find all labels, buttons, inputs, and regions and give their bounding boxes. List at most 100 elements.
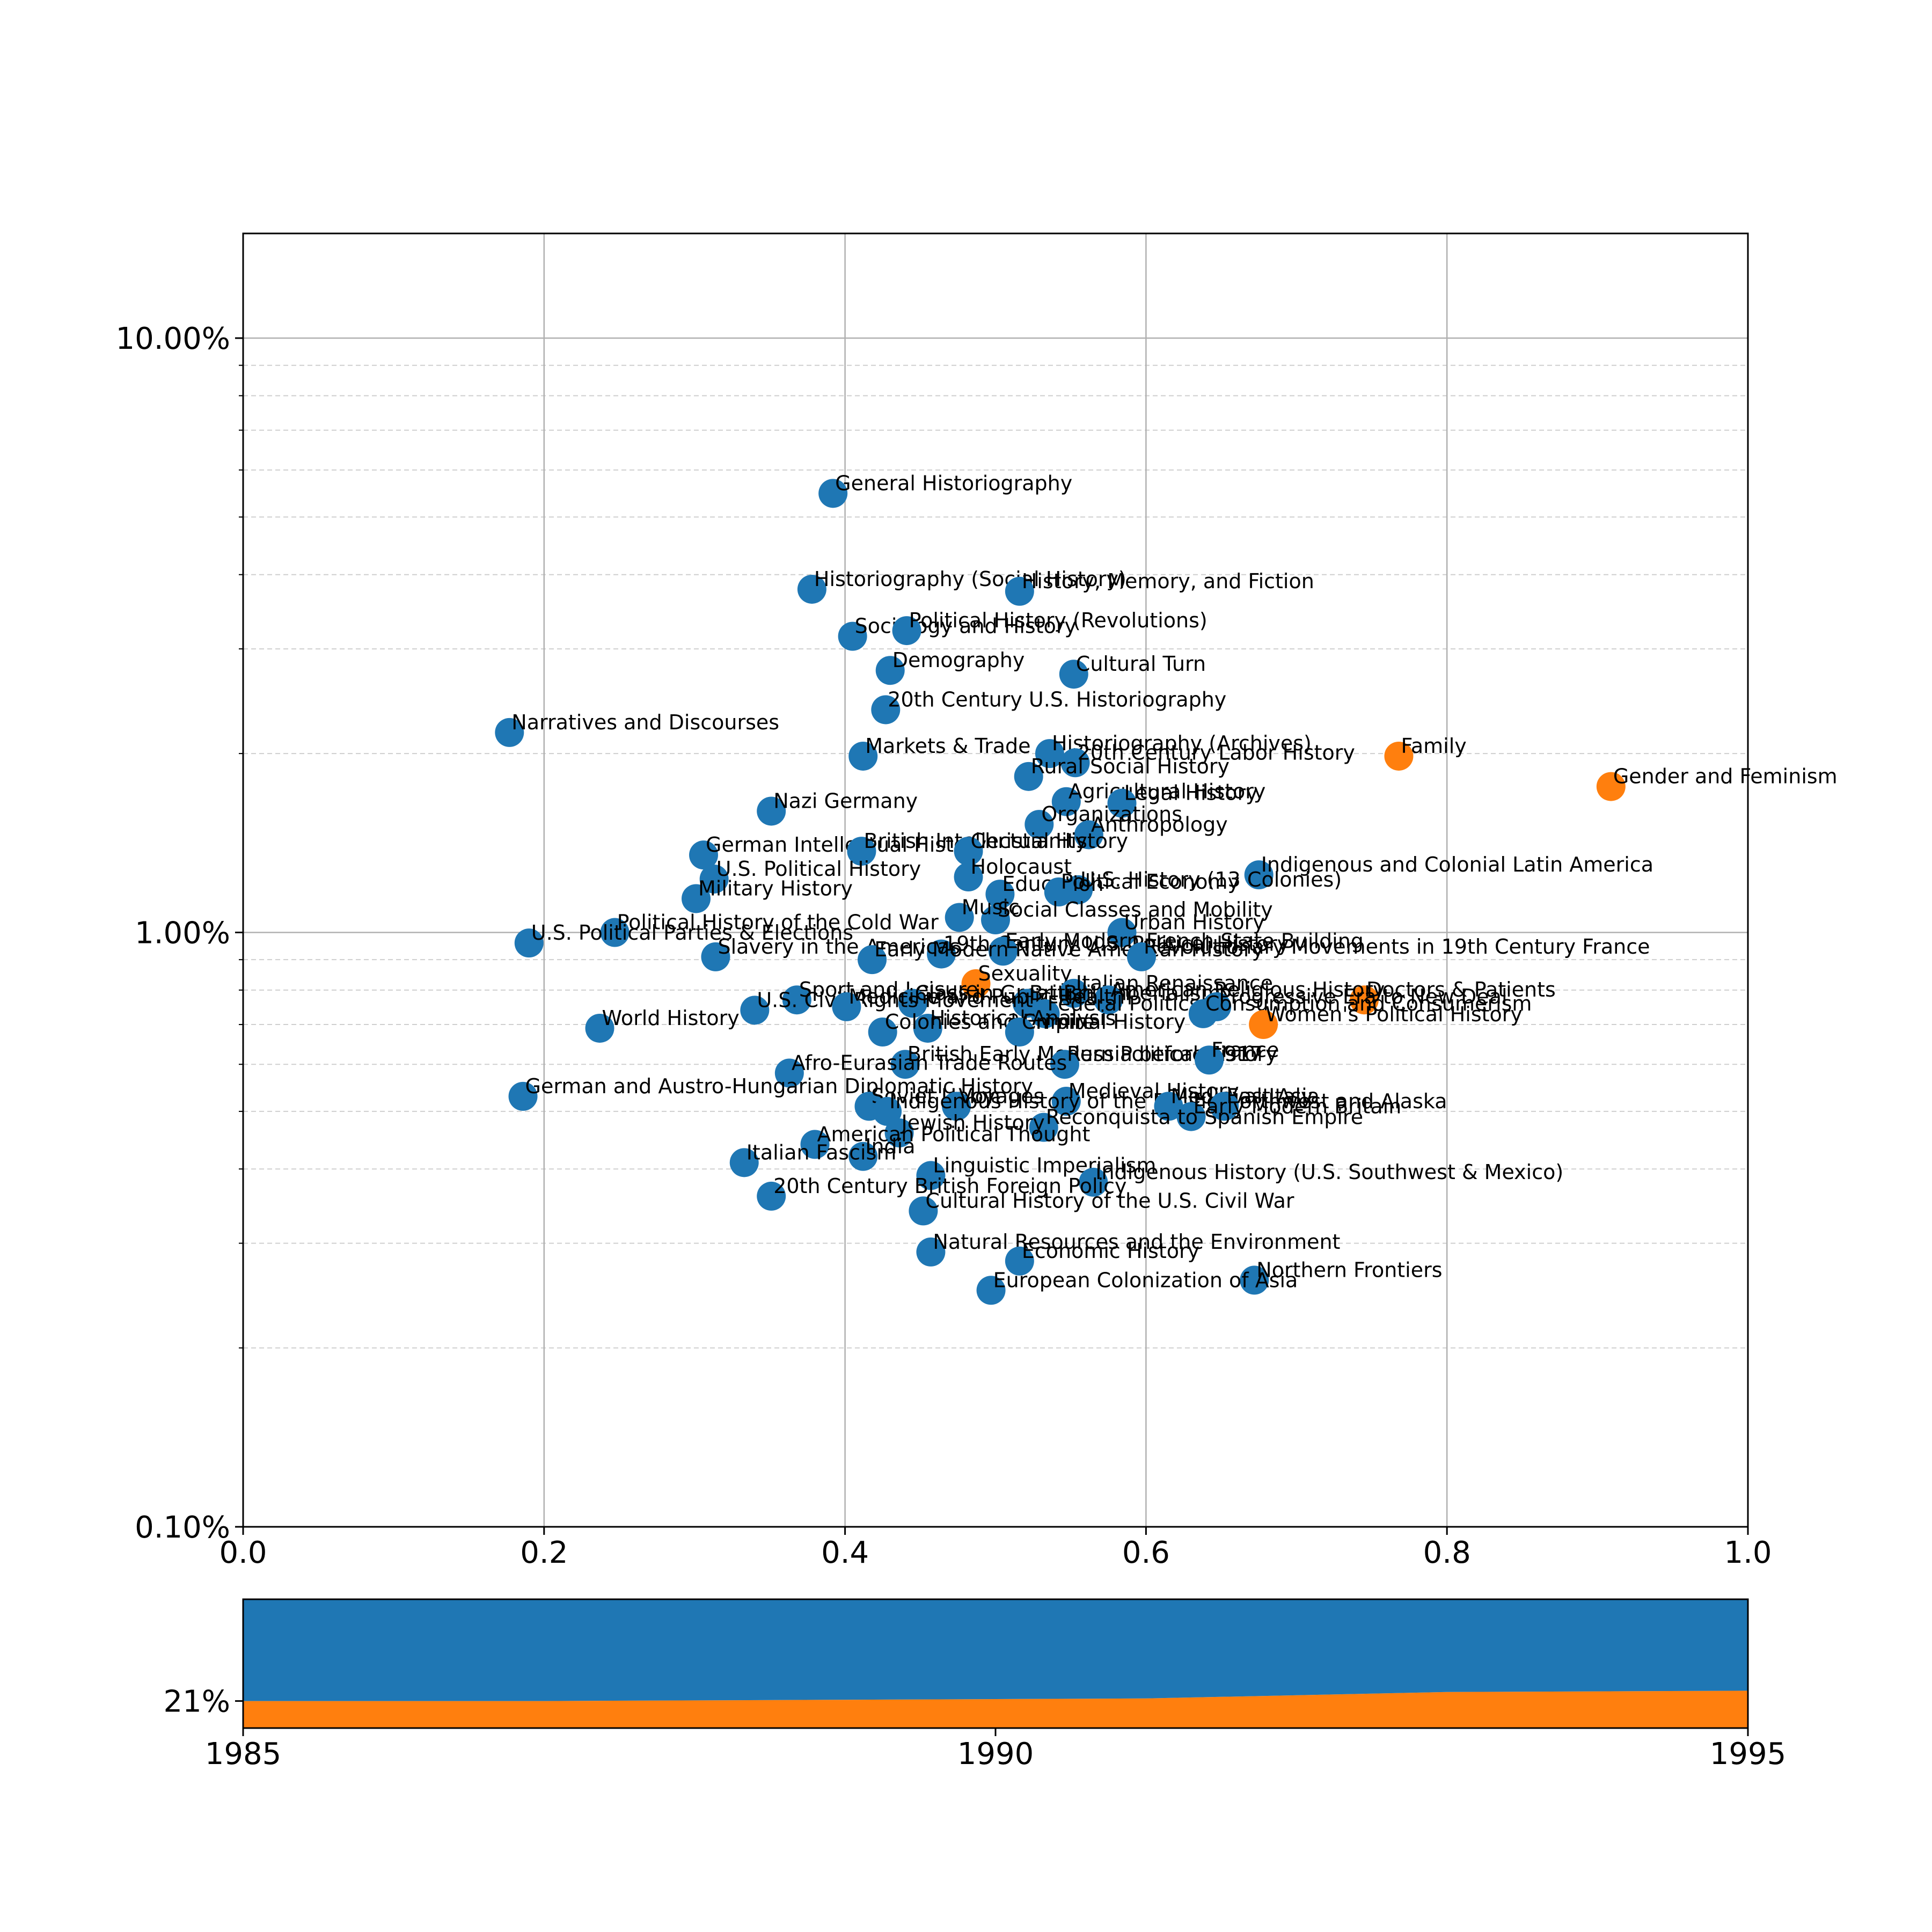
point-label: Jewish History [901,1111,1045,1135]
point-marker [774,1058,804,1088]
scatter-panel: General Historiography Historiography (So… [115,232,1838,1570]
point-marker [1079,1167,1108,1197]
data-point: German Intellectual History [689,833,986,870]
data-point: History, Memory, and Fiction [1005,569,1314,606]
point-marker [1030,999,1060,1028]
data-point: Social Classes and Mobility [981,898,1273,935]
area-x-tick-label: 1985 [205,1737,282,1772]
point-label: Gender and Feminism [1613,765,1838,788]
point-label: Women's Political History [1265,1002,1523,1026]
point-label: General Historiography [835,471,1072,495]
point-marker [961,969,991,998]
data-point: U.S. Civil Rights Movement [740,988,1033,1025]
point-marker [976,1276,1006,1305]
point-marker [909,1196,938,1226]
data-point: 20th Century U.S. Historiography [871,687,1226,724]
point-marker [1059,978,1088,1008]
data-point: Slavery in the Americas [701,935,960,971]
data-point: Criminal History [1005,1010,1185,1047]
point-label: Political Economy [1061,870,1240,894]
point-label: Early Modern Britain [1194,1095,1402,1118]
data-point: American Political Thought [800,1122,1090,1159]
point-label: Early Modern French State Building [1005,929,1364,953]
data-point: Italian Renaissance [1059,971,1273,1008]
point-marker [1349,985,1379,1015]
point-marker [1107,788,1137,818]
data-point: Demography [875,648,1024,685]
data-point: Legal History [1107,781,1258,818]
data-point: Nazi Germany [757,789,918,826]
point-marker [701,942,730,971]
point-marker [1188,999,1218,1028]
data-point: British Intellectual History [847,829,1128,866]
point-label: Sport and Leisure [799,978,978,1001]
data-point: Early Modern Britain [1176,1095,1402,1131]
point-marker [1044,877,1073,906]
data-point: Voyages [942,1084,1044,1121]
data-point: Progressive Era to New Deal [1202,985,1507,1021]
point-marker [1035,739,1064,769]
point-marker [1154,1092,1183,1121]
point-label: U.S. History (13 Colonies) [1080,868,1342,891]
point-label: Economic History [1022,1239,1199,1263]
point-label: Medicine and Public Health [848,985,1125,1008]
point-label: European Colonization of Asia [993,1268,1298,1292]
point-marker [1051,787,1081,816]
point-label: Organizations [1041,802,1182,826]
point-label: 20th Century Labor History [1078,741,1355,764]
data-point: Narratives and Discourses [495,711,779,747]
point-label: U.S. Political Parties & Elections [531,921,853,945]
data-point: Women's Political History [1249,1002,1523,1040]
point-label: Nazi Germany [773,789,918,813]
point-label: Afro-Eurasian Trade Routes [792,1051,1067,1075]
data-point: Northern Frontiers [1240,1258,1443,1295]
point-label: Criminal History [1022,1010,1185,1034]
point-marker [858,945,887,975]
point-marker [1059,660,1088,689]
point-label: East Asia [1226,1084,1320,1108]
area-x-tick-label: 1990 [957,1737,1034,1772]
point-marker [689,840,719,870]
point-marker [514,928,544,958]
point-marker [838,621,867,651]
point-label: British Imperialism [1029,982,1221,1005]
point-marker [1074,820,1103,850]
share-area-panel: 1985 1990 1995 21% [164,1598,1787,1772]
data-point: U.S. Political Parties & Elections [514,921,853,958]
point-label: Political History of the Cold War [617,911,939,934]
data-point: Gender and Feminism [1596,765,1838,801]
point-label: Markets & Trade [865,734,1030,758]
scatter-x-ticks: 0.0 0.2 0.4 0.6 0.8 1.0 [219,1527,1772,1570]
point-label: Progressive Era to New Deal [1219,985,1507,1008]
data-point: General Historiography [818,471,1072,508]
data-point: Revolutionary Movements in 19th Century … [1126,935,1650,971]
point-label: Christianity [971,829,1087,853]
data-point: Italian Fascism [729,1140,897,1177]
point-marker [927,939,956,969]
data-point: India [848,1135,916,1171]
point-label: Cultural Turn [1076,652,1206,676]
point-marker [954,862,983,892]
point-label: Revolutionary Movements in 19th Century … [1144,935,1650,958]
y-tick-label: 0.10% [135,1510,230,1545]
data-point: Political History of the Cold War [600,911,939,947]
data-point: Linguistic Imperialism [916,1153,1156,1190]
data-point: Sport and Leisure [782,978,978,1015]
area-x-tick-label: 1995 [1710,1737,1787,1772]
point-label: Indigenous History (U.S. Southwest & Mex… [1095,1160,1563,1184]
data-point: Family [1384,734,1467,771]
data-point: Indigenous History (U.S. Southwest & Mex… [1079,1160,1563,1197]
area-x-ticks: 1985 1990 1995 [205,1728,1787,1772]
data-point: 20th Century Labor History [1060,741,1355,778]
point-marker [981,905,1010,935]
data-point: Markets & Trade [848,734,1030,771]
data-point: Rural Social History [1014,755,1230,791]
point-label: Italian Fascism [747,1140,897,1164]
point-label: India [865,1135,915,1158]
point-marker [1060,748,1090,778]
point-marker [782,985,811,1015]
point-label: Rural Social History [1031,755,1230,778]
point-label: Family [1401,734,1466,758]
data-point: German and Austro-Hungarian Diplomatic H… [508,1074,1033,1111]
